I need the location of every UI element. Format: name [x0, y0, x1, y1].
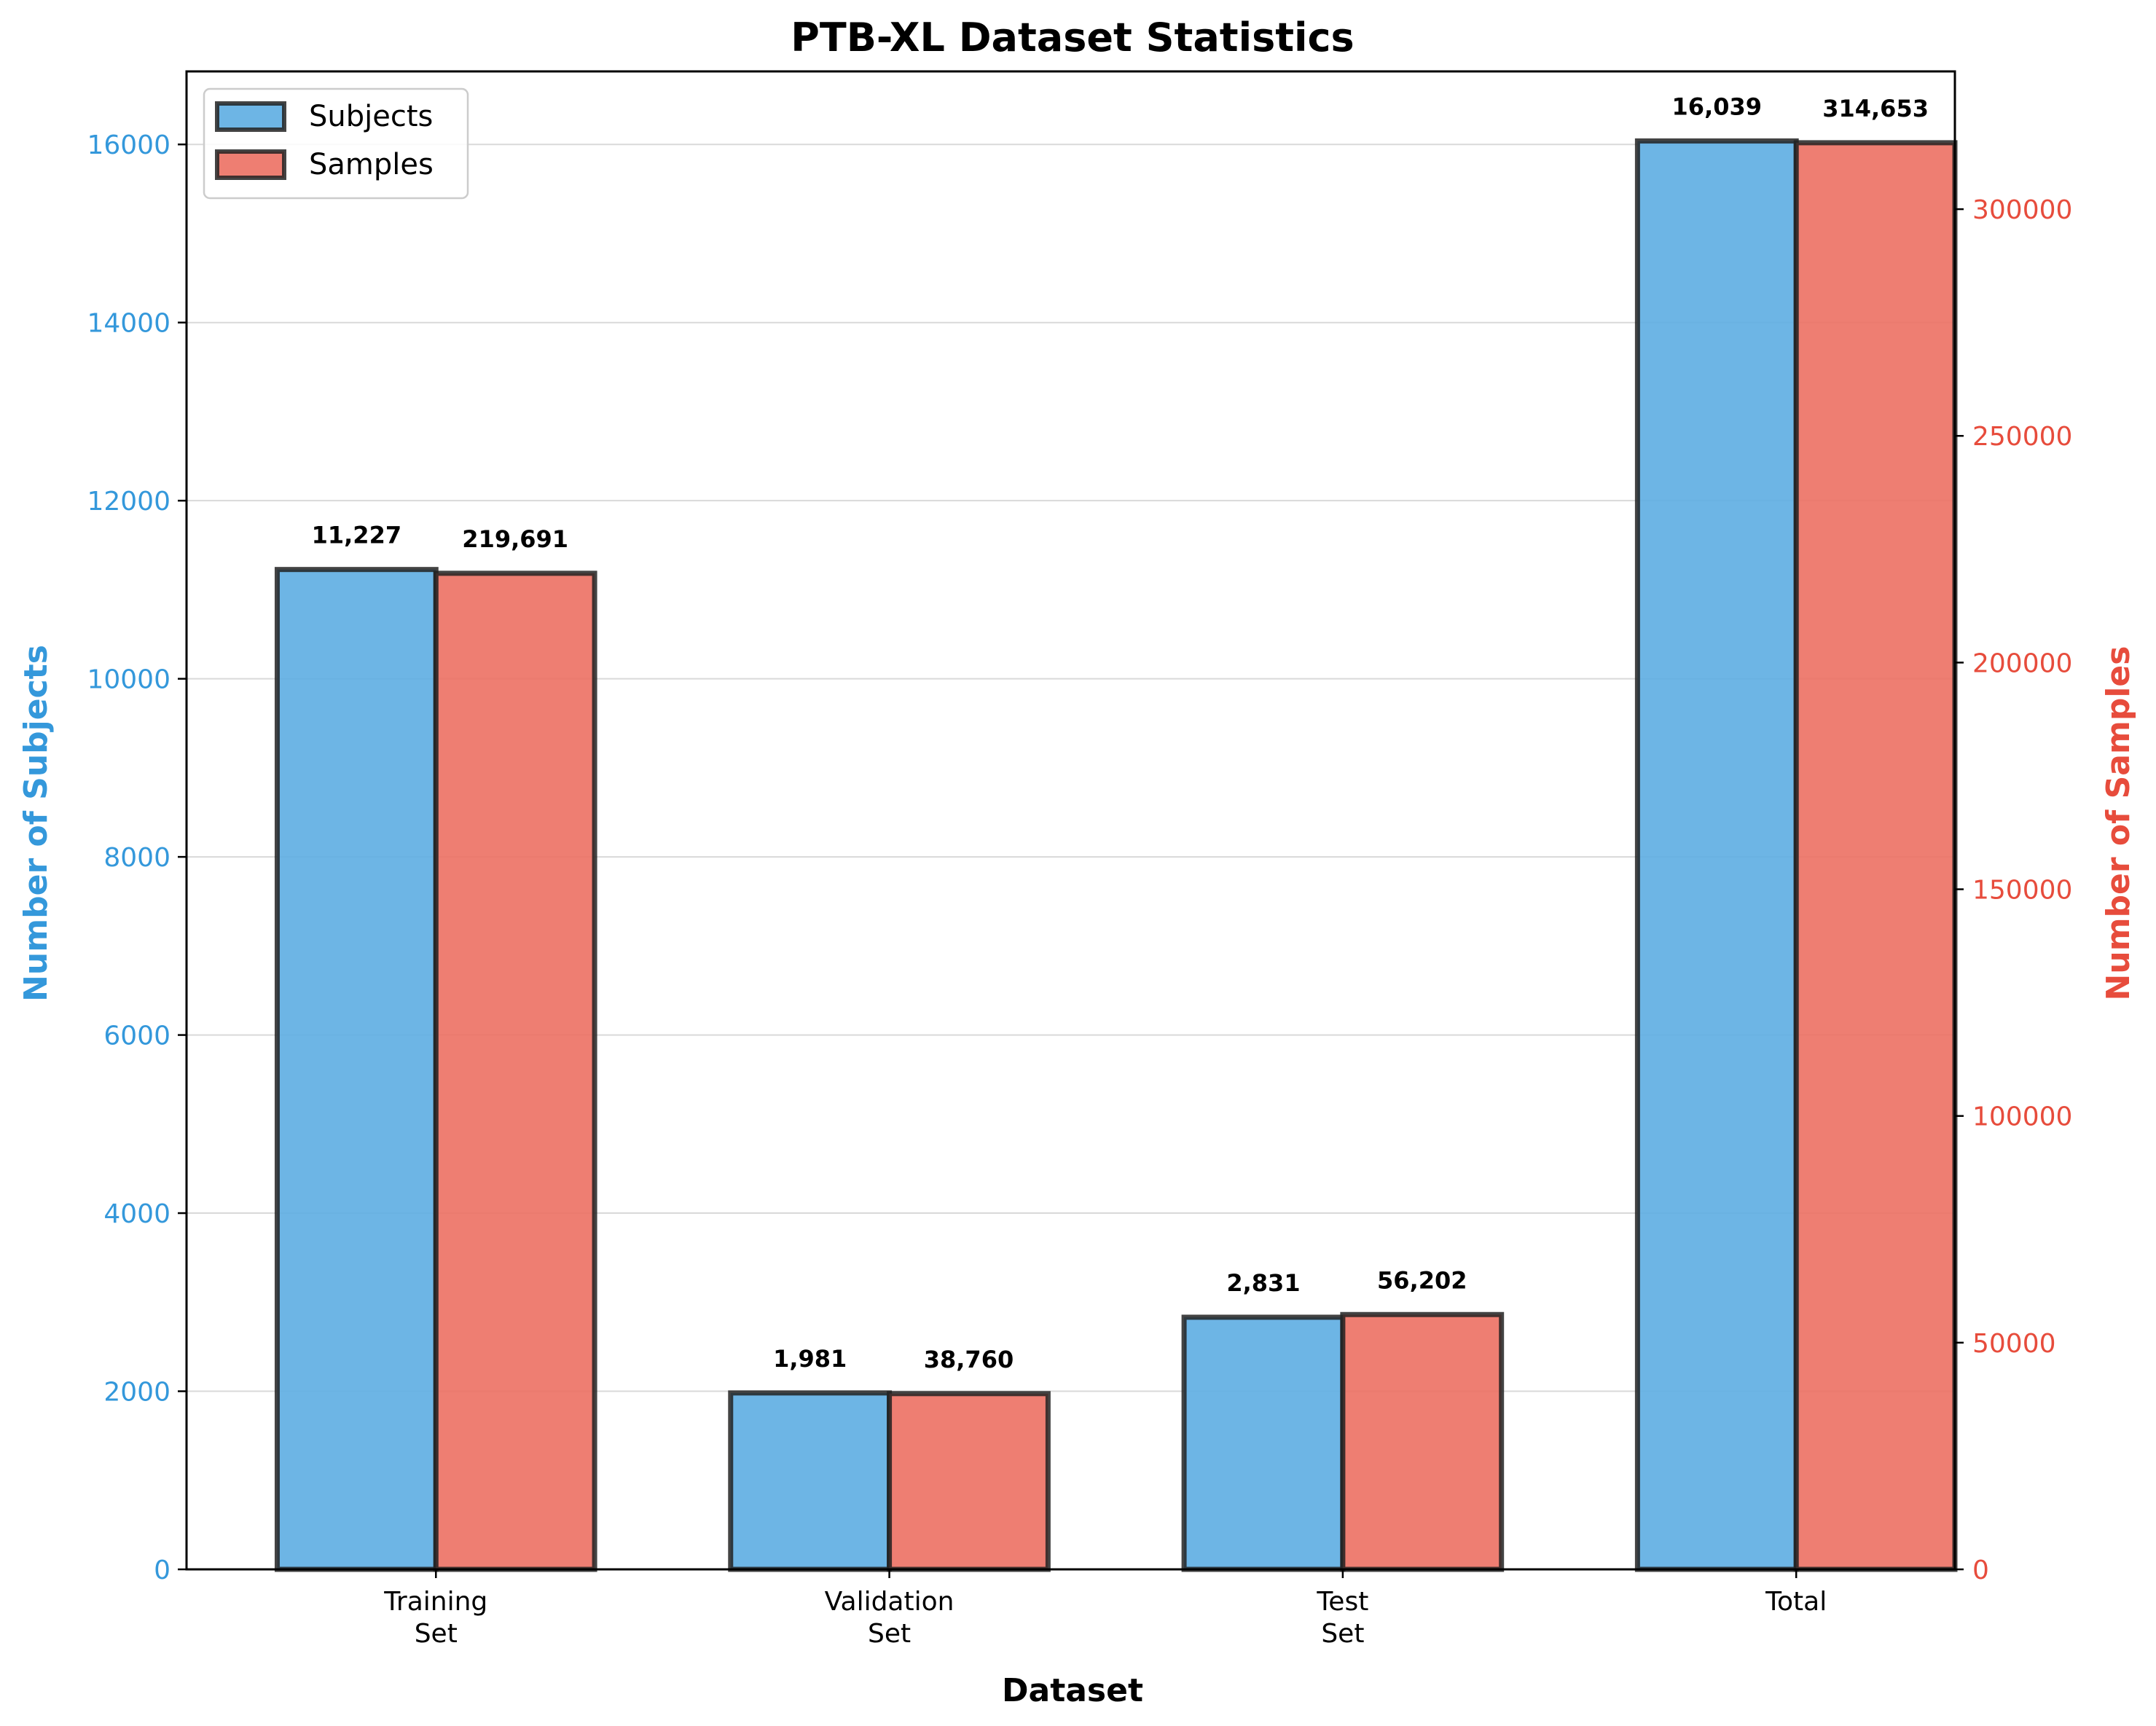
bar-samples — [1793, 140, 1958, 1572]
legend-swatch-samples — [215, 149, 286, 180]
bar-value-label: 56,202 — [1377, 1266, 1467, 1294]
x-tick-label: Total — [1765, 1587, 1827, 1617]
y-axis-left-ticks: 0 2000 4000 6000 8000 10000 12000 14000 16000 — [87, 130, 187, 1585]
axes — [185, 70, 1956, 1571]
x-tick-label: Set — [415, 1619, 458, 1649]
x-tick-label: Set — [868, 1619, 911, 1649]
bar-subjects — [1181, 1314, 1346, 1572]
y-left-tick-label: 14000 — [87, 309, 170, 339]
bar-subjects — [1634, 138, 1799, 1572]
bar-value-labels: 11,227 1,981 2,831 16,039 219,691 38,760 56,20… — [312, 93, 1929, 1373]
legend-swatch-subjects — [215, 101, 286, 132]
bar-value-label: 219,691 — [462, 525, 568, 553]
y-left-tick-label: 12000 — [87, 487, 170, 517]
y-left-tick-label: 8000 — [103, 843, 170, 873]
bar-value-label: 16,039 — [1672, 93, 1762, 120]
bar-value-label: 1,981 — [773, 1345, 847, 1373]
y-left-tick-label: 2000 — [103, 1378, 170, 1408]
plot-frame — [185, 70, 1956, 1571]
legend-label-subjects: Subjects — [309, 100, 433, 133]
y-right-tick-label: 250000 — [1972, 422, 2072, 452]
y-right-tick-label: 100000 — [1972, 1102, 2072, 1132]
bar-samples — [433, 570, 597, 1572]
y-axis-right-label: Number of Samples — [2100, 646, 2137, 1001]
y-right-tick-label: 150000 — [1972, 876, 2072, 906]
x-tick-label: Test — [1316, 1587, 1368, 1617]
x-axis-label: Dataset — [1002, 1672, 1143, 1709]
y-left-tick-label: 6000 — [103, 1021, 170, 1051]
bar-value-label: 38,760 — [924, 1346, 1014, 1373]
y-left-tick-label: 4000 — [103, 1199, 170, 1229]
x-tick-label: Training — [383, 1587, 487, 1617]
legend-label-samples: Samples — [309, 148, 434, 181]
bar-subjects — [728, 1390, 893, 1572]
y-right-tick-label: 300000 — [1972, 195, 2072, 225]
y-right-tick-label: 50000 — [1972, 1329, 2056, 1359]
y-left-tick-label: 0 — [154, 1556, 170, 1585]
y-axis-right-ticks: 0 50000 100000 150000 200000 250000 300000 — [1955, 195, 2072, 1585]
bar-samples — [887, 1391, 1051, 1572]
x-tick-label: Set — [1321, 1619, 1364, 1649]
y-left-tick-label: 16000 — [87, 130, 170, 160]
y-right-tick-label: 0 — [1972, 1556, 1989, 1585]
chart-title: PTB-XL Dataset Statistics — [791, 15, 1354, 60]
legend: Subjects Samples — [203, 87, 469, 200]
y-left-tick-label: 10000 — [87, 665, 170, 695]
bars — [274, 138, 1958, 1572]
x-tick-label: Validation — [825, 1587, 954, 1617]
y-axis-left-label: Number of Subjects — [17, 645, 55, 1002]
y-right-tick-label: 200000 — [1972, 648, 2072, 678]
bar-samples — [1340, 1311, 1505, 1572]
bar-value-label: 11,227 — [312, 522, 401, 549]
bar-value-label: 2,831 — [1226, 1269, 1300, 1297]
bar-value-label: 314,653 — [1822, 95, 1929, 122]
bar-subjects — [274, 567, 439, 1572]
